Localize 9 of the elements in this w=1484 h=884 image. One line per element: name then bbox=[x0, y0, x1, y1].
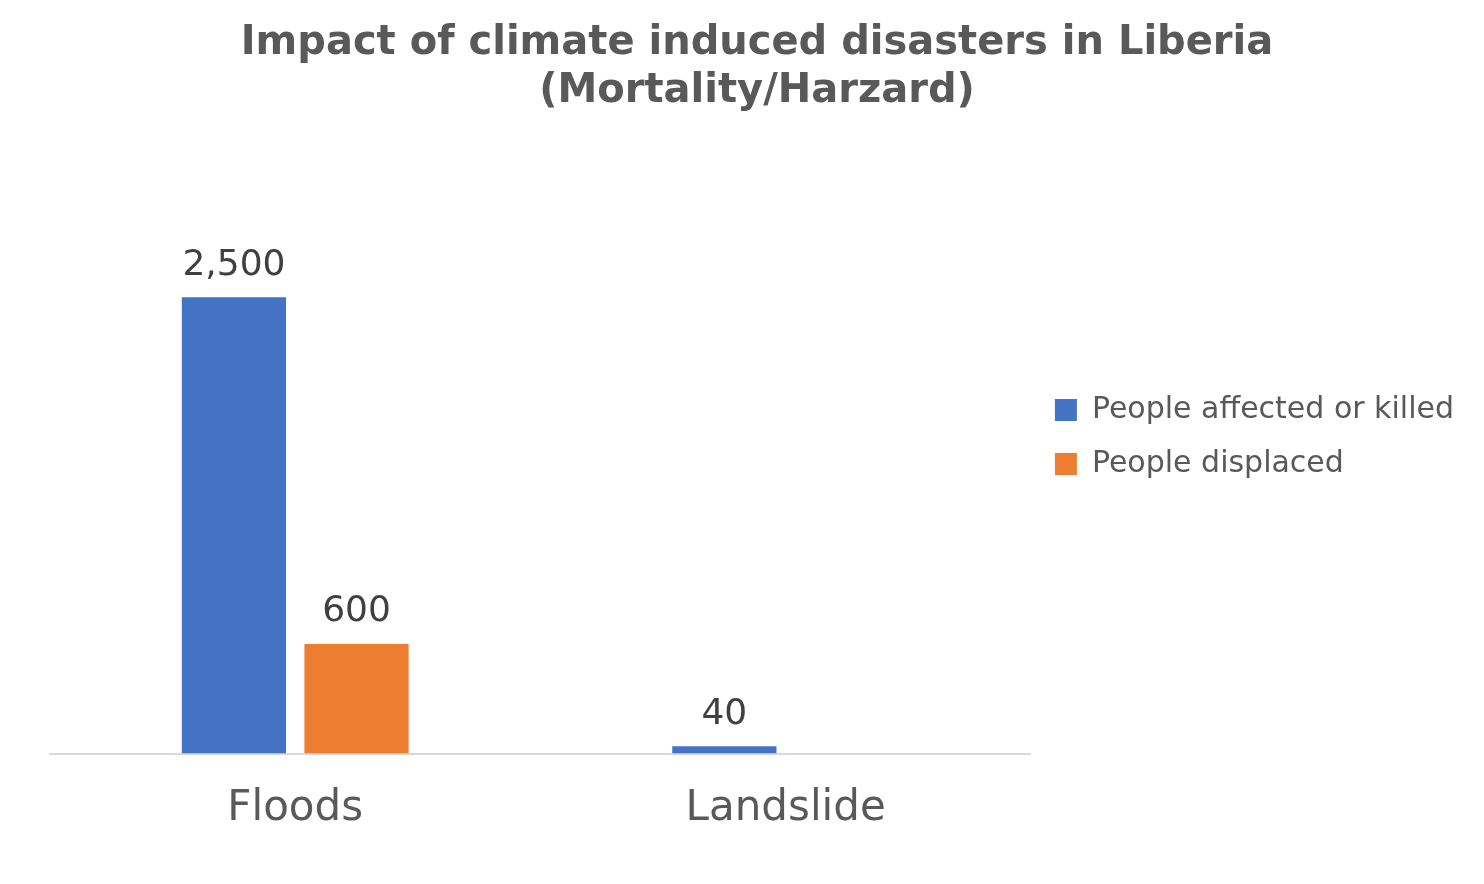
text: (Mortality/Harzard) bbox=[539, 65, 975, 112]
legend-label: People displaced bbox=[1091, 443, 1344, 479]
data-label: 40 bbox=[701, 690, 748, 732]
x-tick-label: Floods bbox=[227, 780, 364, 830]
legend-label: People affected or killed bbox=[1091, 389, 1454, 425]
x-tick-label: Landslide bbox=[685, 780, 886, 830]
data-label: 2,500 bbox=[182, 241, 286, 283]
data-label: 600 bbox=[322, 588, 391, 630]
text: Impact of climate induced disasters in Liberia bbox=[240, 17, 1274, 64]
